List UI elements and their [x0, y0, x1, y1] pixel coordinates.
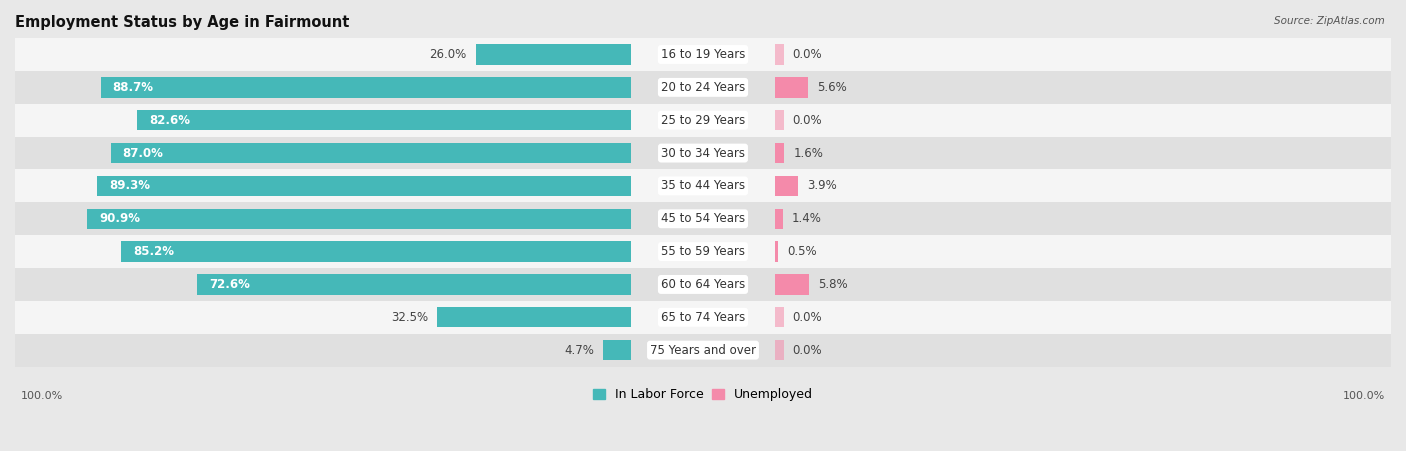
- Text: 89.3%: 89.3%: [108, 179, 150, 193]
- Bar: [15, 202, 1391, 235]
- Bar: [475, 44, 631, 64]
- Text: 3.9%: 3.9%: [807, 179, 837, 193]
- Text: 0.0%: 0.0%: [793, 114, 823, 127]
- Bar: [15, 268, 1391, 301]
- Bar: [775, 274, 810, 295]
- Text: 16 to 19 Years: 16 to 19 Years: [661, 48, 745, 61]
- Text: 25 to 29 Years: 25 to 29 Years: [661, 114, 745, 127]
- Text: 26.0%: 26.0%: [429, 48, 467, 61]
- Text: 1.4%: 1.4%: [792, 212, 823, 225]
- Bar: [111, 143, 631, 163]
- Bar: [15, 71, 1391, 104]
- Text: 72.6%: 72.6%: [209, 278, 250, 291]
- Text: 0.0%: 0.0%: [793, 48, 823, 61]
- Bar: [775, 77, 808, 97]
- Text: 20 to 24 Years: 20 to 24 Years: [661, 81, 745, 94]
- Bar: [15, 104, 1391, 137]
- Text: 82.6%: 82.6%: [149, 114, 190, 127]
- Text: 32.5%: 32.5%: [391, 311, 427, 324]
- Bar: [87, 208, 631, 229]
- Text: 45 to 54 Years: 45 to 54 Years: [661, 212, 745, 225]
- Text: 4.7%: 4.7%: [564, 344, 595, 357]
- Text: 0.5%: 0.5%: [787, 245, 817, 258]
- Bar: [197, 274, 631, 295]
- Text: 85.2%: 85.2%: [134, 245, 174, 258]
- Text: 88.7%: 88.7%: [112, 81, 153, 94]
- Bar: [775, 44, 783, 64]
- Text: 0.0%: 0.0%: [793, 344, 823, 357]
- Text: 5.6%: 5.6%: [817, 81, 846, 94]
- Text: 55 to 59 Years: 55 to 59 Years: [661, 245, 745, 258]
- Text: Employment Status by Age in Fairmount: Employment Status by Age in Fairmount: [15, 15, 349, 30]
- Text: 65 to 74 Years: 65 to 74 Years: [661, 311, 745, 324]
- Bar: [775, 110, 783, 130]
- Text: 30 to 34 Years: 30 to 34 Years: [661, 147, 745, 160]
- Text: 60 to 64 Years: 60 to 64 Years: [661, 278, 745, 291]
- Text: 1.6%: 1.6%: [793, 147, 823, 160]
- Text: 87.0%: 87.0%: [122, 147, 163, 160]
- Text: 100.0%: 100.0%: [1343, 391, 1385, 401]
- Bar: [775, 241, 778, 262]
- Text: 0.0%: 0.0%: [793, 311, 823, 324]
- Legend: In Labor Force, Unemployed: In Labor Force, Unemployed: [588, 383, 818, 406]
- Bar: [15, 137, 1391, 170]
- Text: 90.9%: 90.9%: [100, 212, 141, 225]
- Bar: [15, 334, 1391, 367]
- Bar: [15, 170, 1391, 202]
- Bar: [121, 241, 631, 262]
- Bar: [775, 143, 785, 163]
- Bar: [97, 176, 631, 196]
- Bar: [775, 176, 799, 196]
- Text: 5.8%: 5.8%: [818, 278, 848, 291]
- Text: 100.0%: 100.0%: [21, 391, 63, 401]
- Bar: [775, 307, 783, 327]
- Text: 35 to 44 Years: 35 to 44 Years: [661, 179, 745, 193]
- Bar: [15, 38, 1391, 71]
- Bar: [15, 235, 1391, 268]
- Bar: [775, 208, 783, 229]
- Bar: [437, 307, 631, 327]
- Text: 75 Years and over: 75 Years and over: [650, 344, 756, 357]
- Text: Source: ZipAtlas.com: Source: ZipAtlas.com: [1274, 16, 1385, 26]
- Bar: [775, 340, 783, 360]
- Bar: [101, 77, 631, 97]
- Bar: [603, 340, 631, 360]
- Bar: [136, 110, 631, 130]
- Bar: [15, 301, 1391, 334]
